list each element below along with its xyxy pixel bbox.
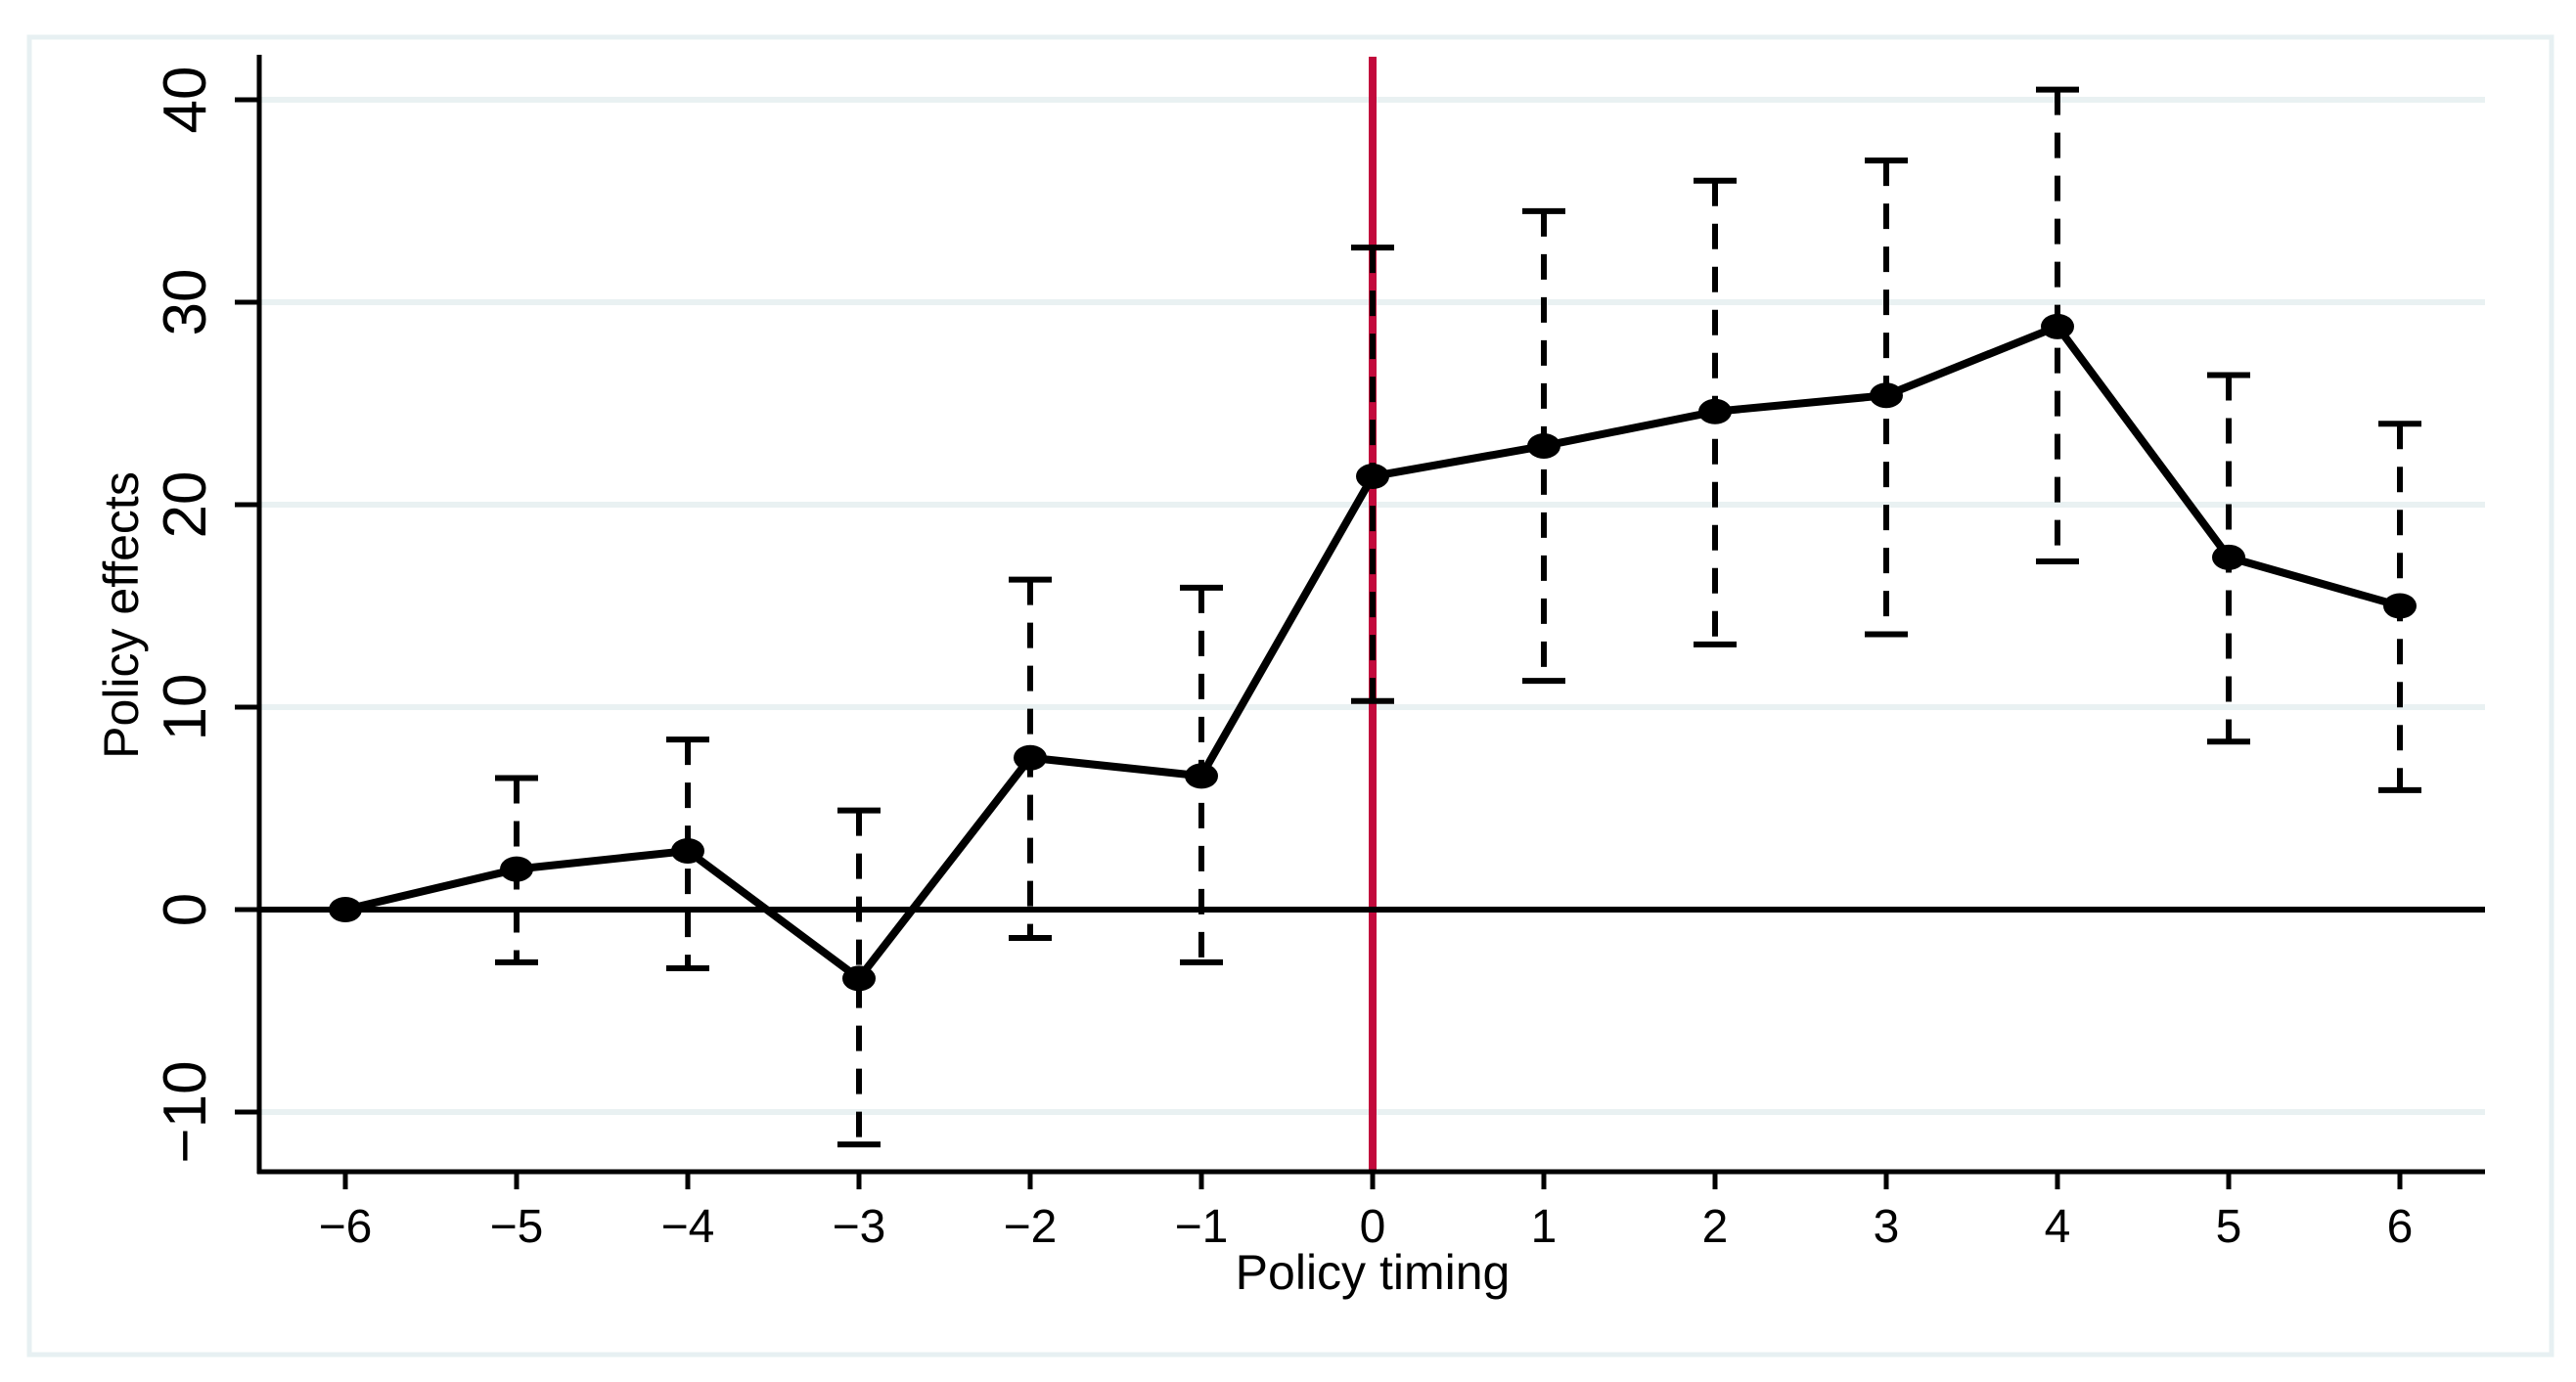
y-axis-title: Policy effects [94,471,149,759]
x-tick-label: −6 [319,1201,373,1253]
y-tick-label: 30 [152,269,219,336]
y-tick-label: 20 [152,471,219,539]
data-point-marker [1014,744,1047,771]
y-tick-label: 10 [152,674,219,741]
x-tick-label: −3 [833,1201,886,1253]
x-tick-label: 5 [2216,1201,2242,1253]
x-tick-label: 0 [1360,1201,1386,1253]
data-point-marker [2212,544,2245,570]
x-tick-label: 2 [1702,1201,1729,1253]
x-tick-label: −5 [490,1201,544,1253]
series-layer [329,313,2417,992]
data-point-marker [1698,398,1732,424]
y-tick-label: −10 [152,1060,219,1163]
data-point-marker [2383,593,2417,619]
data-point-marker [2041,313,2074,339]
data-point-marker [1356,464,1389,490]
axes-layer [235,55,2485,1189]
data-point-marker [671,837,704,864]
y-tick-label: 0 [152,893,219,926]
x-tick-label: 3 [1874,1201,1900,1253]
data-point-marker [500,856,533,882]
data-point-marker [842,965,876,992]
error-bars-layer [495,86,2421,1148]
x-tick-label: −4 [661,1201,715,1253]
figure-border [26,34,2554,1358]
data-point-marker [1870,382,1903,409]
x-tick-label: 6 [2387,1201,2414,1253]
data-point-marker [1185,763,1218,789]
x-axis-title: Policy timing [1236,1245,1511,1300]
y-tick-label: 40 [152,67,219,134]
data-point-marker [329,897,362,922]
x-tick-label: 1 [1531,1201,1558,1253]
x-tick-label: −1 [1175,1201,1229,1253]
x-tick-label: 4 [2045,1201,2071,1253]
data-point-marker [1527,432,1560,459]
x-tick-label: −2 [1004,1201,1058,1253]
